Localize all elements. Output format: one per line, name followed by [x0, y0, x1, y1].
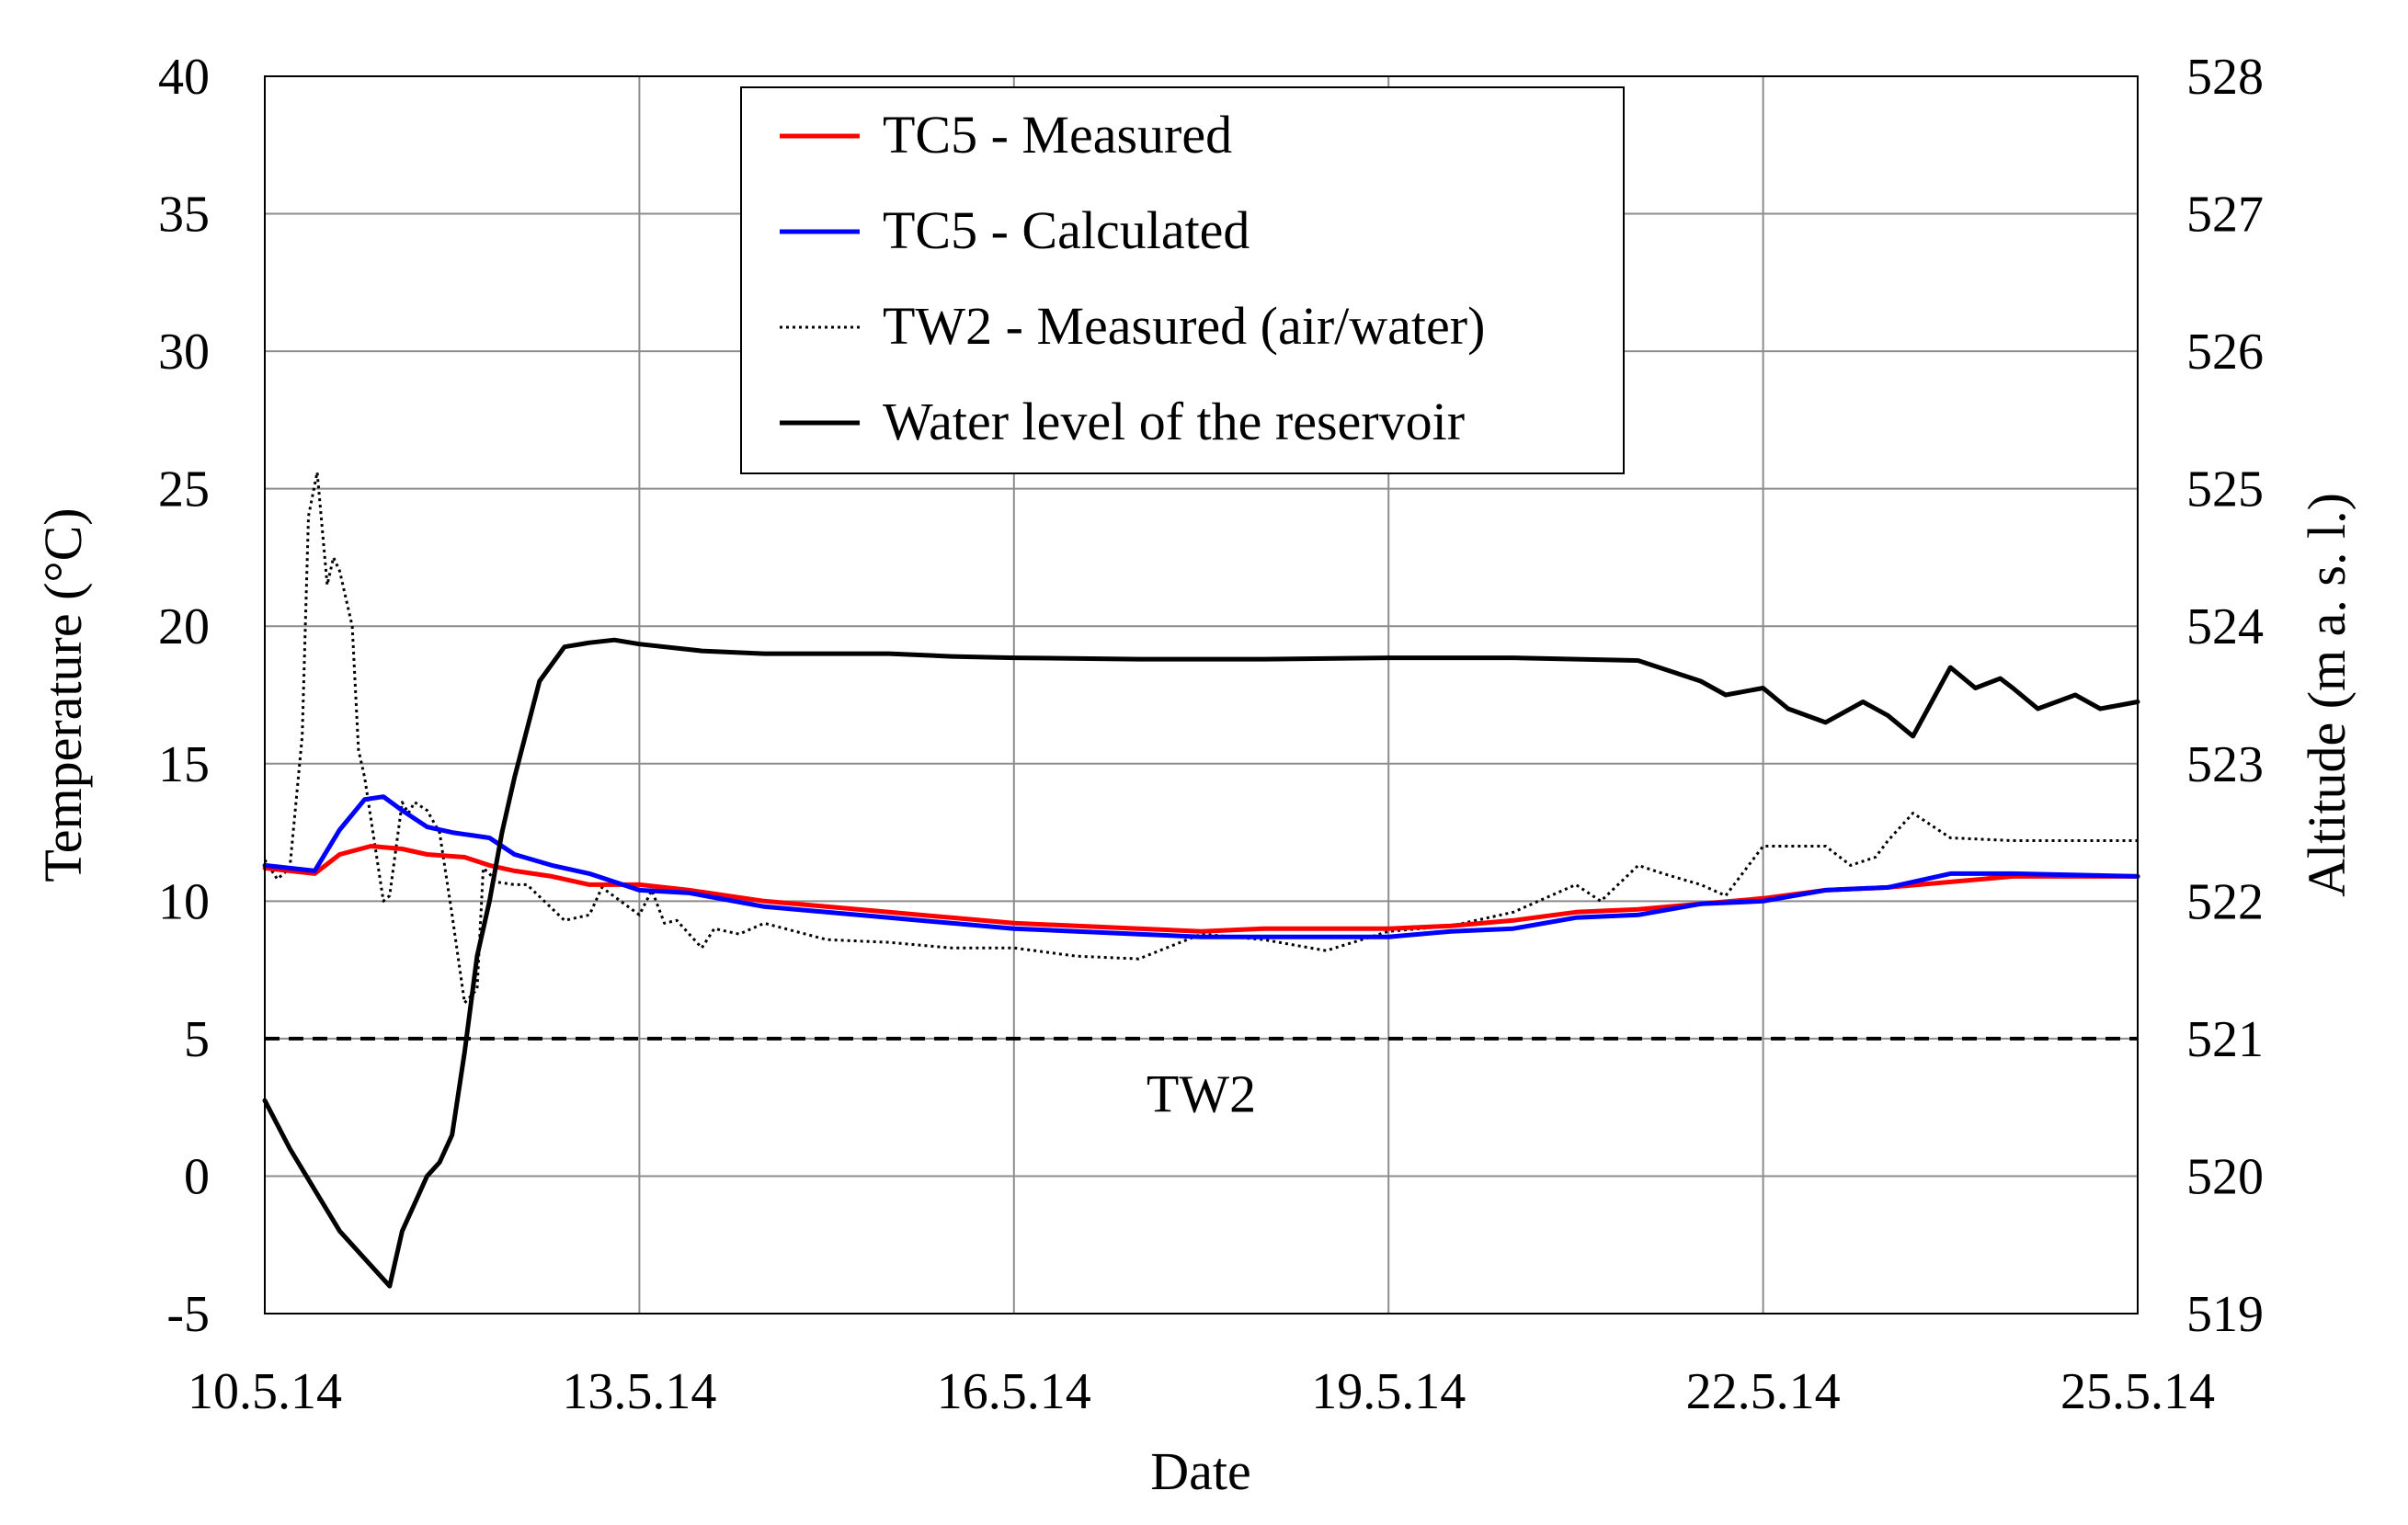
y-right-tick-label: 527 [2186, 187, 2264, 244]
y-right-tick-label: 520 [2186, 1148, 2264, 1205]
y-left-tick-label: 30 [158, 324, 210, 381]
plot-frame [264, 75, 2139, 1314]
y-right-tick-label: 528 [2186, 49, 2264, 106]
y-right-tick-label: 519 [2186, 1286, 2264, 1343]
series-layer [262, 471, 2140, 1289]
legend-item-tc5-calculated: TC5 - Calculated [780, 200, 1250, 260]
y-right-tick-label: 526 [2186, 324, 2264, 381]
legend-box [740, 86, 1625, 474]
right-axis-ticks: 519 520 521 522 523 524 525 526 527 528 [2186, 49, 2264, 1343]
y-left-tick-label: 40 [158, 49, 210, 106]
y-right-tick-label: 524 [2186, 598, 2264, 655]
y-left-tick-label: 35 [158, 187, 210, 244]
y-left-tick-label: 5 [184, 1011, 210, 1068]
legend-item-tw2-measured: TW2 - Measured (air/water) [780, 296, 1485, 356]
y-left-tick-label: -5 [166, 1286, 210, 1343]
x-tick-label: 16.5.14 [937, 1363, 1091, 1420]
series-tc5-measured [262, 844, 2140, 934]
right-axis-title: Altitude (m a. s. l.) [2297, 493, 2357, 897]
legend-label-tc5-measured: TC5 - Measured [883, 105, 1232, 165]
x-tick-label: 13.5.14 [562, 1363, 716, 1420]
x-axis-title: Date [1150, 1441, 1251, 1501]
y-left-tick-label: 0 [184, 1148, 210, 1205]
legend-label-water-level: Water level of the reservoir [883, 392, 1465, 451]
legend-item-tc5-measured: TC5 - Measured [780, 105, 1232, 165]
y-left-tick-label: 20 [158, 598, 210, 655]
y-right-tick-label: 523 [2186, 736, 2264, 793]
legend: TC5 - Measured TC5 - Calculated TW2 - Me… [740, 86, 1625, 474]
y-left-tick-label: 25 [158, 461, 210, 518]
x-tick-label: 25.5.14 [2060, 1363, 2215, 1420]
legend-label-tw2-measured: TW2 - Measured (air/water) [883, 296, 1485, 356]
y-right-tick-label: 522 [2186, 873, 2264, 930]
x-tick-label: 19.5.14 [1311, 1363, 1466, 1420]
series-water-level [262, 637, 2140, 1289]
x-axis-ticks: 10.5.14 13.5.14 16.5.14 19.5.14 22.5.14 25.5.… [188, 1363, 2215, 1420]
y-right-tick-label: 525 [2186, 461, 2264, 518]
left-axis-ticks: -5 0 5 10 15 20 25 30 35 40 [158, 49, 210, 1343]
y-right-tick-label: 521 [2186, 1011, 2264, 1068]
annotation-tw2: TW2 [1147, 1064, 1256, 1124]
series-tw2-measured [263, 471, 2138, 1005]
x-tick-label: 10.5.14 [188, 1363, 342, 1420]
left-axis-title: Temperature (°C) [33, 507, 93, 882]
series-tc5-calculated [262, 794, 2140, 939]
y-left-tick-label: 15 [158, 736, 210, 793]
x-tick-label: 22.5.14 [1686, 1363, 1841, 1420]
legend-label-tc5-calculated: TC5 - Calculated [883, 200, 1250, 260]
legend-item-water-level: Water level of the reservoir [780, 392, 1465, 451]
y-left-tick-label: 10 [158, 873, 210, 930]
